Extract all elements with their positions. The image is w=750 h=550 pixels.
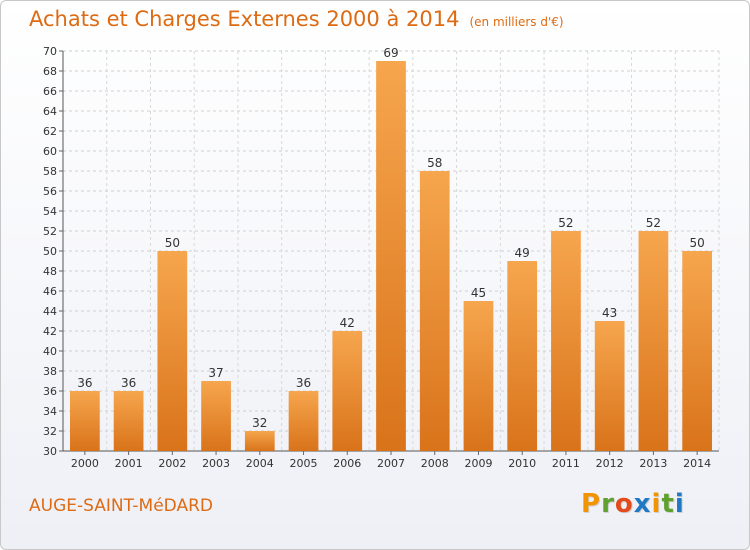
y-tick-label: 64	[43, 105, 57, 118]
x-tick-label: 2011	[552, 457, 580, 470]
y-tick-label: 42	[43, 325, 57, 338]
data-label-2009: 45	[471, 286, 486, 300]
bar-2011	[551, 231, 581, 451]
x-tick-label: 2005	[290, 457, 318, 470]
bar-2000	[69, 391, 100, 451]
y-tick-label: 38	[43, 365, 57, 378]
y-tick-label: 68	[43, 65, 57, 78]
y-tick-label: 62	[43, 125, 57, 138]
axes: 30 32 34 36 38 40 42 44 46 48 50 52 54 56 58 60 62 64 66 68…	[43, 45, 719, 470]
bar-2005	[288, 391, 319, 451]
data-label-2012: 43	[602, 306, 617, 320]
data-label-2011: 52	[558, 216, 573, 230]
x-tick-label: 2008	[421, 457, 449, 470]
data-label-2003: 37	[208, 366, 223, 380]
logo-letter: r	[601, 489, 615, 519]
logo-letter: i	[651, 489, 662, 519]
y-tick-label: 30	[43, 445, 57, 458]
data-label-2008: 58	[427, 156, 442, 170]
y-tick-label: 46	[43, 285, 57, 298]
data-label-2006: 42	[340, 316, 355, 330]
data-label-2000: 36	[77, 376, 92, 390]
x-tick-label: 2013	[639, 457, 667, 470]
x-tick-label: 2003	[202, 457, 230, 470]
bar-2004	[244, 431, 275, 451]
bar-2014	[682, 251, 713, 451]
bar-2006	[332, 331, 363, 451]
x-tick-label: 2001	[115, 457, 143, 470]
chart-title: Achats et Charges Externes 2000 à 2014 (e…	[29, 7, 564, 31]
data-label-2014: 50	[689, 236, 704, 250]
data-label-2004: 32	[252, 416, 267, 430]
x-tick-label: 2012	[596, 457, 624, 470]
bar-2010	[507, 261, 538, 451]
y-tick-label: 50	[43, 245, 57, 258]
bar-2009	[463, 301, 494, 451]
x-tick-label: 2000	[71, 457, 99, 470]
logo-letter: t	[661, 489, 675, 519]
bar-2012	[594, 321, 625, 451]
data-labels: 36 36 50 37 32 36 42 69 58 45 49 52 43 52 50	[77, 46, 705, 430]
x-tick-label: 2004	[246, 457, 274, 470]
y-tick-label: 52	[43, 225, 57, 238]
data-label-2010: 49	[515, 246, 530, 260]
bar-2001	[113, 391, 144, 451]
x-tick-label: 2006	[333, 457, 361, 470]
data-label-2001: 36	[121, 376, 136, 390]
place-name: AUGE-SAINT-MéDARD	[29, 496, 213, 516]
y-tick-label: 58	[43, 165, 57, 178]
x-tick-label: 2009	[464, 457, 492, 470]
chart-subtitle: (en milliers d'€)	[469, 15, 564, 29]
data-label-2007: 69	[383, 46, 398, 60]
bars	[69, 61, 713, 451]
y-tick-label: 70	[43, 45, 57, 58]
logo-letter: i	[674, 489, 685, 519]
bar-2008	[419, 171, 450, 451]
logo-letter: P	[581, 489, 602, 519]
chart-title-text: Achats et Charges Externes 2000 à 2014	[29, 7, 460, 31]
x-tick-label: 2007	[377, 457, 405, 470]
y-tick-label: 40	[43, 345, 57, 358]
y-tick-label: 56	[43, 185, 57, 198]
y-tick-label: 66	[43, 85, 57, 98]
y-tick-label: 44	[43, 305, 57, 318]
proxiti-logo[interactable]: Proxiti	[581, 489, 685, 519]
x-tick-label: 2010	[508, 457, 536, 470]
bar-2002	[157, 251, 188, 451]
bar-2003	[201, 381, 231, 451]
data-label-2013: 52	[646, 216, 661, 230]
bar-2013	[638, 231, 669, 451]
y-tick-label: 36	[43, 385, 57, 398]
x-tick-label: 2002	[158, 457, 186, 470]
y-tick-label: 32	[43, 425, 57, 438]
y-tick-label: 60	[43, 145, 57, 158]
y-tick-label: 34	[43, 405, 57, 418]
x-tick-label: 2014	[683, 457, 711, 470]
y-tick-label: 54	[43, 205, 57, 218]
logo-letter: o	[614, 489, 634, 519]
data-label-2002: 50	[165, 236, 180, 250]
bar-2007	[376, 61, 406, 451]
data-label-2005: 36	[296, 376, 311, 390]
y-tick-label: 48	[43, 265, 57, 278]
logo-letter: x	[633, 489, 652, 519]
